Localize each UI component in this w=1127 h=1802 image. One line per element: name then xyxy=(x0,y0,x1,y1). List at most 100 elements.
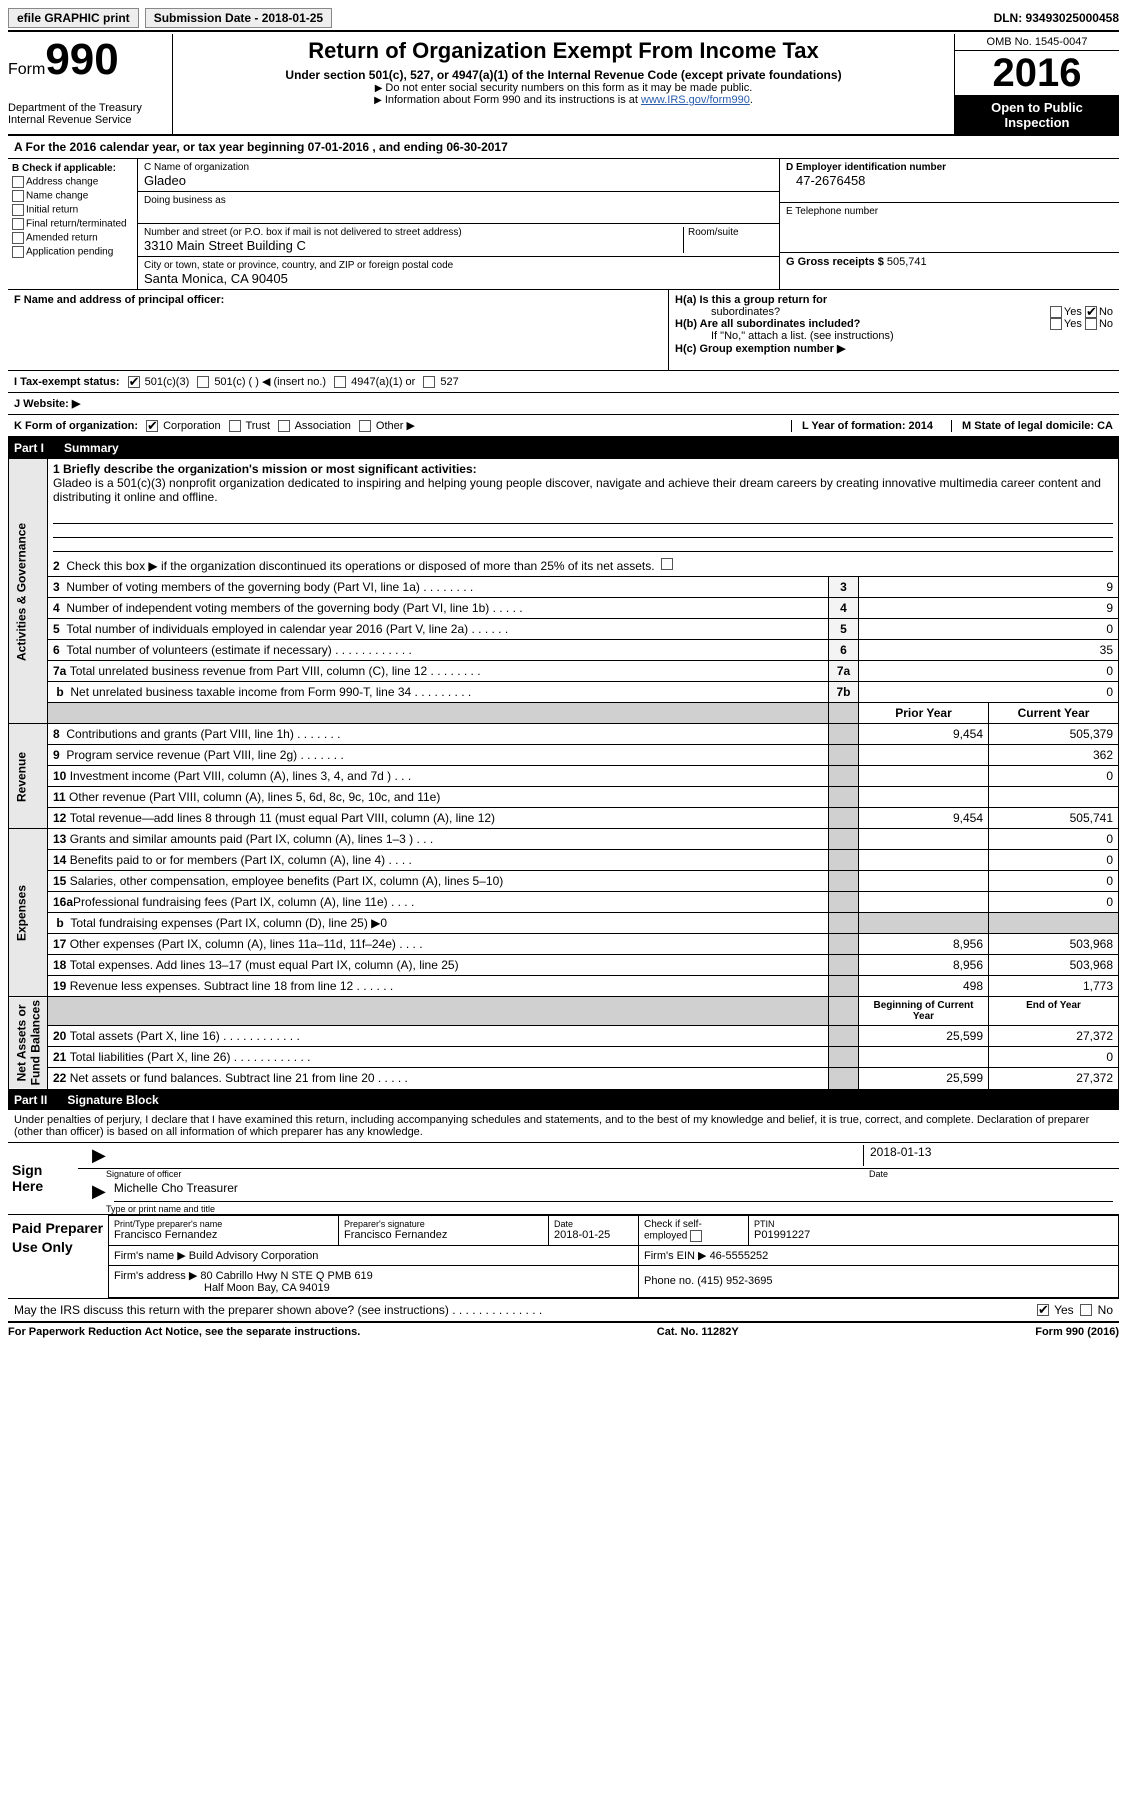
val-10p xyxy=(859,766,989,787)
val-18c: 503,968 xyxy=(989,955,1119,976)
submission-date-button[interactable]: Submission Date - 2018-01-25 xyxy=(145,8,332,28)
form-label: Form xyxy=(8,61,45,78)
box-d-ein: D Employer identification number 47-2676… xyxy=(780,159,1119,203)
cb-discuss-no[interactable] xyxy=(1080,1304,1092,1316)
cb-final-return[interactable]: Final return/terminated xyxy=(12,218,133,230)
cb-501c[interactable] xyxy=(197,376,209,388)
discuss-question: May the IRS discuss this return with the… xyxy=(14,1303,542,1317)
line-9: Program service revenue (Part VIII, line… xyxy=(66,748,343,762)
line-8: Contributions and grants (Part VIII, lin… xyxy=(66,727,340,741)
cb-other[interactable] xyxy=(359,420,371,432)
cb-discuss-yes[interactable] xyxy=(1037,1304,1049,1316)
note-info: Information about Form 990 and its instr… xyxy=(183,94,944,106)
val-4: 9 xyxy=(859,598,1119,619)
val-12p: 9,454 xyxy=(859,808,989,829)
line-21: Total liabilities (Part X, line 26) . . … xyxy=(70,1050,311,1064)
val-9p xyxy=(859,745,989,766)
line-3: Number of voting members of the governin… xyxy=(66,580,473,594)
cb-association[interactable] xyxy=(278,420,290,432)
val-8c: 505,379 xyxy=(989,724,1119,745)
line-16b: Total fundraising expenses (Part IX, col… xyxy=(70,916,387,930)
cb-name-change[interactable]: Name change xyxy=(12,190,133,202)
line-15: Salaries, other compensation, employee b… xyxy=(70,874,504,888)
col-prior-year: Prior Year xyxy=(859,703,989,724)
cb-amended-return[interactable]: Amended return xyxy=(12,232,133,244)
preparer-sig: Francisco Fernandez xyxy=(344,1229,543,1241)
line-7a: Total unrelated business revenue from Pa… xyxy=(70,664,481,678)
val-18p: 8,956 xyxy=(859,955,989,976)
form-title: Return of Organization Exempt From Incom… xyxy=(183,38,944,64)
val-22c: 27,372 xyxy=(989,1068,1119,1089)
header-right: OMB No. 1545-0047 2016 Open to PublicIns… xyxy=(954,34,1119,134)
val-21c: 0 xyxy=(989,1047,1119,1068)
box-h-group: H(a) Is this a group return for subordin… xyxy=(669,290,1119,370)
val-9c: 362 xyxy=(989,745,1119,766)
firm-phone: (415) 952-3695 xyxy=(697,1275,772,1287)
val-17c: 503,968 xyxy=(989,934,1119,955)
cb-4947[interactable] xyxy=(334,376,346,388)
preparer-name: Francisco Fernandez xyxy=(114,1229,333,1241)
val-22p: 25,599 xyxy=(859,1068,989,1089)
cb-501c3[interactable] xyxy=(128,376,140,388)
boxes-b-through-g: B Check if applicable: Address change Na… xyxy=(8,159,1119,290)
type-name-sublabel: Type or print name and title xyxy=(78,1204,1119,1214)
vlabel-activities: Activities & Governance xyxy=(9,459,48,724)
box-e-phone: E Telephone number xyxy=(780,203,1119,253)
cb-address-change[interactable]: Address change xyxy=(12,176,133,188)
sign-here-label: Sign Here xyxy=(8,1143,78,1214)
cb-corporation[interactable] xyxy=(146,420,158,432)
col-end-year: End of Year xyxy=(989,997,1119,1026)
header-mid: Return of Organization Exempt From Incom… xyxy=(173,34,954,134)
vlabel-net-assets: Net Assets or Fund Balances xyxy=(9,997,48,1089)
val-19p: 498 xyxy=(859,976,989,997)
line-11: Other revenue (Part VIII, column (A), li… xyxy=(69,790,440,804)
val-14p xyxy=(859,850,989,871)
line-10: Investment income (Part VIII, column (A)… xyxy=(70,769,411,783)
open-public: Open to PublicInspection xyxy=(955,96,1119,134)
cell-city: City or town, state or province, country… xyxy=(138,257,779,289)
note-ssn: Do not enter social security numbers on … xyxy=(183,82,944,94)
line-1-mission: Gladeo is a 501(c)(3) nonprofit organiza… xyxy=(53,476,1113,504)
cb-trust[interactable] xyxy=(229,420,241,432)
box-c-org-info: C Name of organization Gladeo Doing busi… xyxy=(138,159,1119,289)
cb-initial-return[interactable]: Initial return xyxy=(12,204,133,216)
cb-527[interactable] xyxy=(423,376,435,388)
paid-preparer-table: Print/Type preparer's nameFrancisco Fern… xyxy=(108,1215,1119,1298)
val-6: 35 xyxy=(859,640,1119,661)
perjury-statement: Under penalties of perjury, I declare th… xyxy=(8,1110,1119,1143)
state-domicile: M State of legal domicile: CA xyxy=(951,420,1113,432)
line-1-label: 1 Briefly describe the organization's mi… xyxy=(53,462,1113,476)
dln-label: DLN: 93493025000458 xyxy=(994,11,1119,25)
cb-self-employed[interactable] xyxy=(690,1230,702,1242)
val-5: 0 xyxy=(859,619,1119,640)
page-footer: For Paperwork Reduction Act Notice, see … xyxy=(8,1321,1119,1341)
efile-print-button[interactable]: efile GRAPHIC print xyxy=(8,8,139,28)
section-a-tax-year: A For the 2016 calendar year, or tax yea… xyxy=(8,136,1119,159)
box-b-check-applicable: B Check if applicable: Address change Na… xyxy=(8,159,138,289)
row-i-tax-exempt: I Tax-exempt status: 501(c)(3) 501(c) ( … xyxy=(8,371,1119,393)
val-7a: 0 xyxy=(859,661,1119,682)
val-13c: 0 xyxy=(989,829,1119,850)
part-1-header: Part ISummary xyxy=(8,438,1119,458)
sig-date-value: 2018-01-13 xyxy=(863,1145,1113,1166)
firm-ein: 46-5555252 xyxy=(710,1250,769,1262)
val-20p: 25,599 xyxy=(859,1026,989,1047)
box-g-gross: G Gross receipts $ 505,741 xyxy=(780,253,1119,271)
cb-discontinued[interactable] xyxy=(661,558,673,570)
irs-form990-link[interactable]: www.IRS.gov/form990 xyxy=(641,94,750,106)
omb-number: OMB No. 1545-0047 xyxy=(955,34,1119,51)
val-3: 9 xyxy=(859,577,1119,598)
header-left: Form990 Department of the Treasury Inter… xyxy=(8,34,173,134)
boxes-f-h: F Name and address of principal officer:… xyxy=(8,290,1119,371)
paid-preparer-label: Paid Preparer Use Only xyxy=(8,1215,108,1298)
val-16ap xyxy=(859,892,989,913)
line-2: Check this box ▶ if the organization dis… xyxy=(66,559,654,573)
col-begin-year: Beginning of Current Year xyxy=(859,997,989,1026)
line-12: Total revenue—add lines 8 through 11 (mu… xyxy=(70,811,495,825)
firm-addr2: Half Moon Bay, CA 94019 xyxy=(114,1282,330,1294)
form-990-page: efile GRAPHIC print Submission Date - 20… xyxy=(0,0,1127,1349)
vlabel-revenue: Revenue xyxy=(9,724,48,829)
cell-org-name: C Name of organization Gladeo xyxy=(138,159,779,192)
dept-treasury: Department of the Treasury xyxy=(8,102,166,114)
cb-application-pending[interactable]: Application pending xyxy=(12,246,133,258)
